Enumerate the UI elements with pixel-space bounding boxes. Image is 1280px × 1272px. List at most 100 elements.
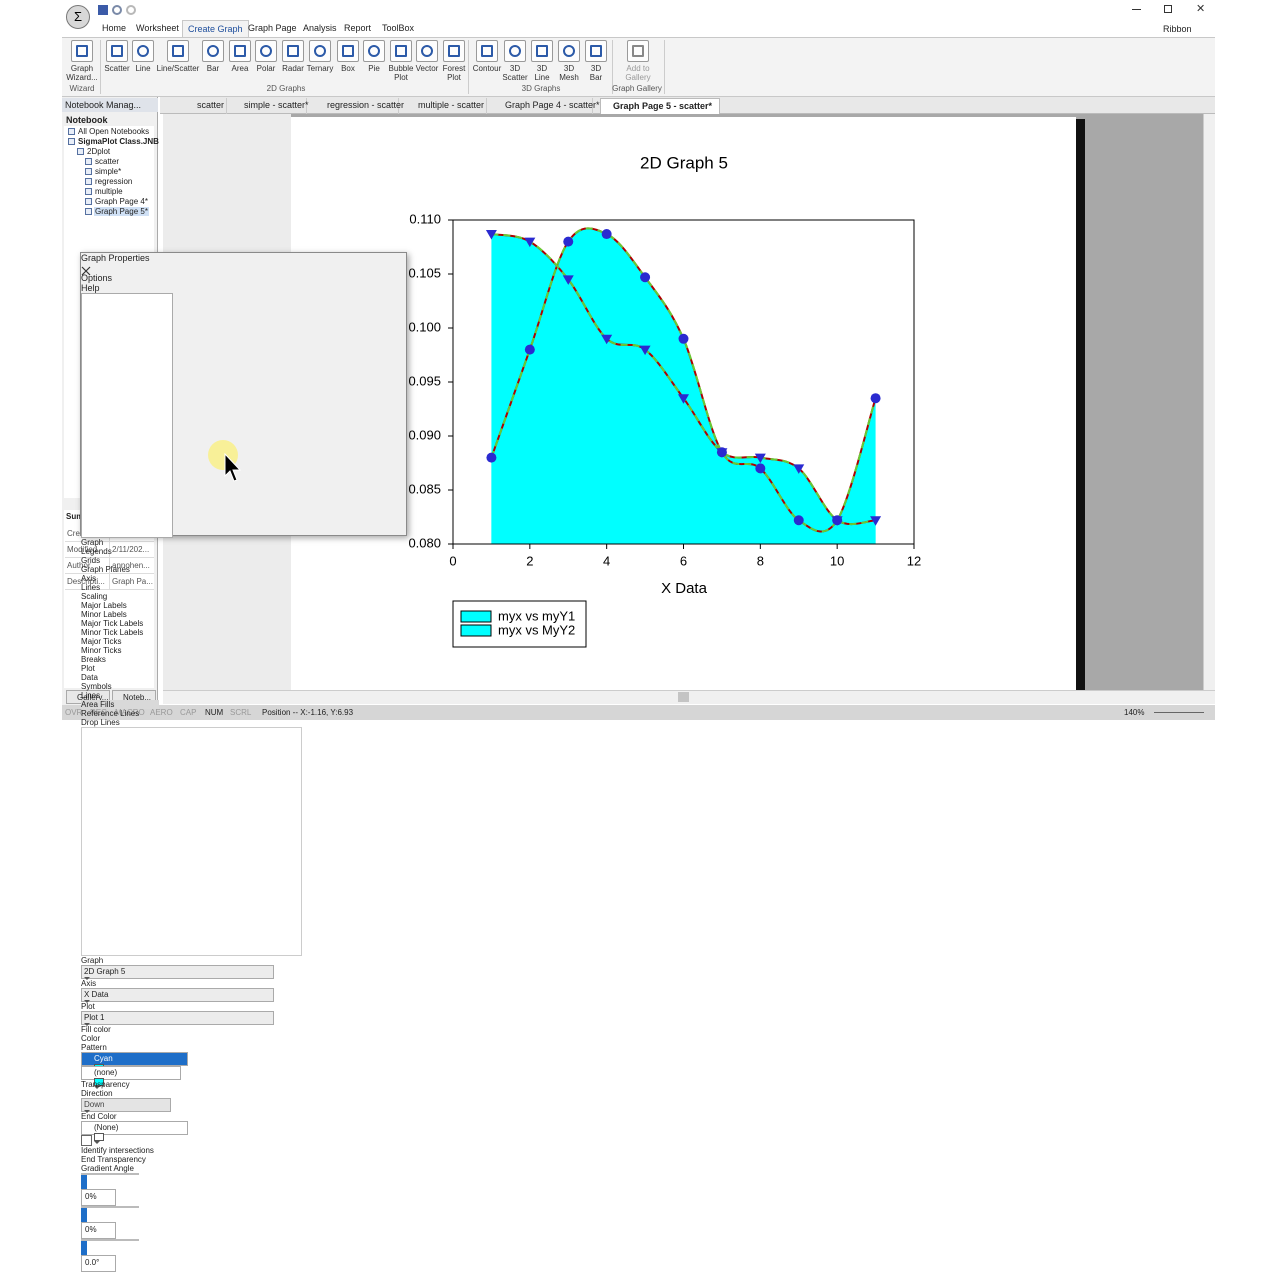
ribbon-button-label[interactable]: 3D Scatter: [502, 64, 528, 82]
dialog-tree-item[interactable]: Drop Lines: [81, 718, 120, 727]
dialog-tree-item[interactable]: Minor Labels: [81, 610, 127, 619]
ribbon-button-label[interactable]: Box: [341, 64, 355, 73]
dropdown[interactable]: (None): [81, 1121, 188, 1144]
notebook-tree-item[interactable]: scatter: [95, 157, 120, 166]
dialog-tree-item[interactable]: Lines: [81, 691, 101, 700]
ribbon-icon[interactable]: [106, 40, 128, 62]
ribbon-icon[interactable]: [202, 40, 224, 62]
ribbon-icon[interactable]: [132, 40, 154, 62]
ribbon-icon[interactable]: [585, 40, 607, 62]
restore-button[interactable]: [1164, 5, 1172, 13]
slider-thumb[interactable]: [81, 1241, 87, 1255]
doc-tab[interactable]: regression - scatter: [315, 98, 404, 114]
ribbon-button-label[interactable]: 3D Mesh: [559, 64, 579, 82]
ribbon-icon[interactable]: [71, 40, 93, 62]
ribbon-tab[interactable]: Graph Page: [248, 23, 297, 33]
doc-tab[interactable]: scatter: [185, 98, 227, 114]
ribbon-icon[interactable]: [255, 40, 277, 62]
ribbon-tab[interactable]: Analysis: [303, 23, 337, 33]
dialog-tree-item[interactable]: Scaling: [81, 592, 108, 601]
ribbon-button-label[interactable]: Polar: [256, 64, 276, 73]
ribbon-button-label[interactable]: Bubble Plot: [388, 64, 414, 82]
quick-undo[interactable]: [112, 5, 122, 15]
dialog-tree-item[interactable]: Legends: [81, 547, 112, 556]
ribbon-button-label[interactable]: Pie: [368, 64, 380, 73]
ribbon-icon[interactable]: [416, 40, 438, 62]
app-menu-button[interactable]: Σ: [66, 5, 90, 29]
ribbon-tab[interactable]: ToolBox: [382, 23, 415, 33]
ribbon-button-label[interactable]: Forest Plot: [442, 64, 466, 82]
dropdown[interactable]: Plot 1: [81, 1011, 274, 1026]
dialog-tree-item[interactable]: Graph Planes: [81, 565, 130, 574]
checkbox[interactable]: [81, 1135, 92, 1146]
ribbon-icon[interactable]: [309, 40, 331, 62]
ribbon-button-label[interactable]: Radar: [282, 64, 304, 73]
dialog-menu[interactable]: Help: [81, 283, 100, 293]
ribbon-icon[interactable]: [363, 40, 385, 62]
text-input[interactable]: 0.0°: [81, 1255, 116, 1272]
ribbon-icon[interactable]: [229, 40, 251, 62]
notebook-tree-item[interactable]: simple*: [95, 167, 122, 176]
ribbon-tab[interactable]: Create Graph: [182, 20, 249, 37]
slider-thumb[interactable]: [81, 1208, 87, 1222]
ribbon-icon[interactable]: [167, 40, 189, 62]
ribbon-tab[interactable]: Worksheet: [136, 23, 179, 33]
notebook-tree-item[interactable]: Graph Page 4*: [95, 197, 148, 206]
dialog-tree-item[interactable]: Symbols: [81, 682, 112, 691]
quick-redo[interactable]: [126, 5, 136, 15]
graph-page[interactable]: [291, 117, 1076, 690]
zoom-slider[interactable]: [1154, 712, 1204, 713]
doc-tab[interactable]: Graph Page 5 - scatter*: [600, 98, 720, 114]
dropdown[interactable]: X Data: [81, 988, 274, 1003]
ribbon-button-label[interactable]: Line: [135, 64, 151, 73]
dialog-tree-item[interactable]: Data: [81, 673, 98, 682]
text-input[interactable]: 0%: [81, 1189, 116, 1206]
close-button[interactable]: ✕: [1196, 3, 1206, 15]
dialog-tree-item[interactable]: Breaks: [81, 655, 106, 664]
notebook-tree-item[interactable]: Graph Page 5*: [94, 207, 149, 216]
dialog-tree-item[interactable]: Lines: [81, 583, 101, 592]
notebook-tree-item[interactable]: multiple: [95, 187, 123, 196]
dialog-menu[interactable]: Options: [81, 273, 113, 283]
text-input[interactable]: 0%: [81, 1222, 116, 1239]
dialog-tree-item[interactable]: Plot: [81, 664, 95, 673]
horizontal-scrollbar[interactable]: [163, 690, 1215, 704]
dialog-tree-item[interactable]: Graph: [81, 538, 104, 547]
ribbon-icon[interactable]: [558, 40, 580, 62]
ribbon-button-label[interactable]: Add to Gallery: [625, 64, 651, 82]
dialog-tree-item[interactable]: Grids: [81, 556, 101, 565]
dropdown[interactable]: Cyan: [81, 1052, 188, 1075]
dropdown[interactable]: Down: [81, 1098, 171, 1113]
dialog-tree-item[interactable]: Area Fills: [81, 700, 159, 709]
dialog-tree-item[interactable]: Major Tick Labels: [81, 619, 144, 628]
dialog-tree-item[interactable]: Minor Tick Labels: [81, 628, 144, 637]
ribbon-button-label[interactable]: Ternary: [306, 64, 334, 73]
notebook-tree-item[interactable]: All Open Notebooks: [78, 127, 150, 136]
notebook-tree-item[interactable]: SigmaPlot Class.JNB: [78, 137, 159, 146]
ribbon-tab[interactable]: Report: [344, 23, 372, 33]
ribbon-button-label[interactable]: Area: [231, 64, 249, 73]
ribbon-button-label[interactable]: Contour: [472, 64, 502, 73]
ribbon-icon[interactable]: [476, 40, 498, 62]
ribbon-tab[interactable]: Home: [102, 23, 127, 33]
doc-tab[interactable]: multiple - scatter: [406, 98, 487, 114]
ribbon-button-label[interactable]: Vector: [415, 64, 439, 73]
ribbon-button-label[interactable]: 3D Bar: [589, 64, 603, 82]
quick-save[interactable]: [98, 5, 108, 15]
ribbon-button-label[interactable]: Bar: [206, 64, 220, 73]
dialog-tree-item[interactable]: Reference Lines: [81, 709, 140, 718]
minimize-button[interactable]: [1132, 9, 1141, 10]
slider-thumb[interactable]: [81, 1175, 87, 1189]
ribbon-icon[interactable]: [390, 40, 412, 62]
ribbon-icon[interactable]: [337, 40, 359, 62]
dialog-tree-item[interactable]: Axis: [81, 574, 97, 583]
ribbon-label[interactable]: Ribbon: [1163, 24, 1192, 34]
dialog-close-x[interactable]: [81, 263, 91, 276]
ribbon-button-label[interactable]: Line/Scatter: [156, 64, 200, 73]
ribbon-button-label[interactable]: Graph Wizard...: [66, 64, 98, 82]
ribbon-icon[interactable]: [443, 40, 465, 62]
notebook-tree-item[interactable]: 2Dplot: [87, 147, 111, 156]
dialog-tree-item[interactable]: Minor Ticks: [81, 646, 122, 655]
dropdown[interactable]: (none): [81, 1066, 181, 1089]
ribbon-icon[interactable]: [282, 40, 304, 62]
